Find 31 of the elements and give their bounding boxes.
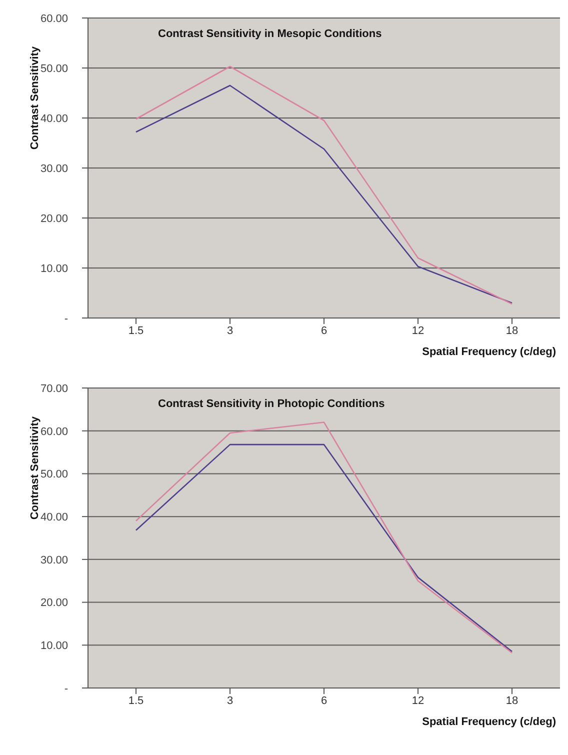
y-tick-label: 30.00 — [40, 162, 68, 175]
x-tick-label: 18 — [506, 694, 518, 707]
y-axis-title: Contrast Sensitivity — [28, 45, 41, 150]
x-tick-label: 6 — [320, 324, 328, 337]
x-tick-label: 3 — [226, 324, 234, 337]
x-tick-label: 1.5 — [128, 324, 144, 337]
x-tick-label: 6 — [320, 694, 328, 707]
text: Contrast Sensitivity in Photopic Conditions — [158, 398, 385, 410]
y-tick-label: 50.00 — [40, 468, 68, 481]
y-tick-label: 20.00 — [40, 212, 68, 225]
y-tick-label: 10.00 — [40, 262, 68, 275]
y-tick-label: - — [64, 682, 68, 695]
x-axis-title: Spatial Frequency (c/deg) — [422, 716, 556, 728]
y-axis-title: Contrast Sensitivity — [28, 415, 41, 520]
x-axis-title: Spatial Frequency (c/deg) — [422, 346, 556, 358]
y-tick-label: - — [64, 312, 68, 325]
y-tick-label: 60.00 — [40, 12, 68, 25]
y-tick-label: 50.00 — [40, 62, 68, 75]
text: Contrast Sensitivity in Mesopic Conditions — [158, 28, 382, 40]
y-tick-label: 40.00 — [40, 112, 68, 125]
y-tick-label: 20.00 — [40, 597, 68, 610]
x-tick-label: 12 — [412, 324, 424, 337]
y-tick-label: 70.00 — [40, 382, 68, 395]
y-tick-label: 60.00 — [40, 426, 68, 438]
x-tick-label: 1.5 — [128, 694, 144, 707]
y-tick-label: 40.00 — [40, 511, 68, 524]
y-tick-label: 30.00 — [40, 554, 68, 566]
x-tick-label: 18 — [506, 324, 518, 337]
x-tick-label: 12 — [412, 694, 424, 707]
x-tick-label: 3 — [226, 694, 234, 707]
y-tick-label: 10.00 — [40, 640, 68, 652]
